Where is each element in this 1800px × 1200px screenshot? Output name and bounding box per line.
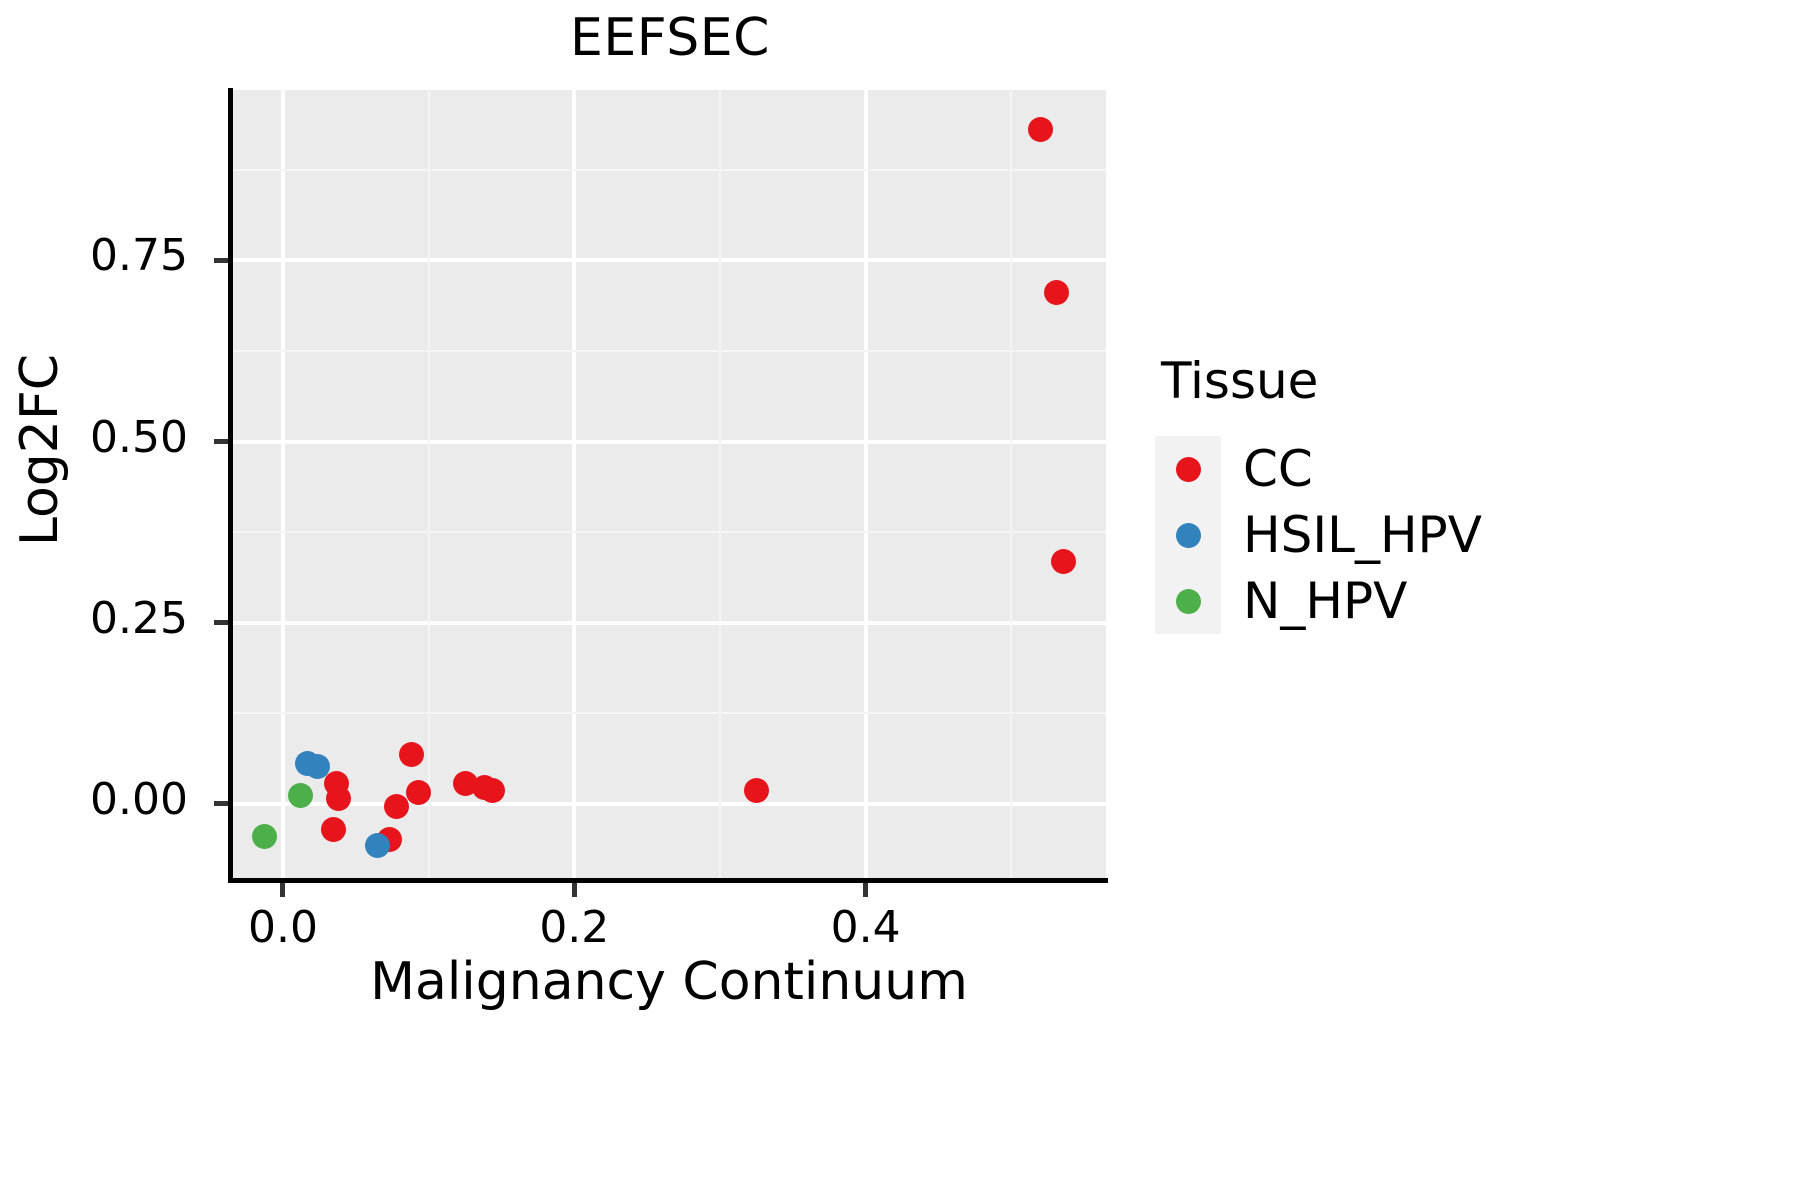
legend-key-swatch (1155, 502, 1221, 568)
gridline-h-minor (232, 349, 1106, 352)
legend-key-swatch (1155, 568, 1221, 634)
data-point-cc (1051, 548, 1077, 574)
data-point-cc (384, 793, 410, 819)
legend-label: CC (1243, 440, 1313, 498)
legend-entry-n_hpv[interactable]: N_HPV (1155, 568, 1585, 634)
data-point-hsil_hpv (305, 753, 331, 779)
y-axis-tick-label: 0.00 (90, 773, 188, 825)
legend-key-swatch (1155, 436, 1221, 502)
y-axis-tick (214, 257, 228, 263)
gridline-v-minor (427, 90, 430, 880)
legend-label: N_HPV (1243, 572, 1408, 630)
x-axis-tick (863, 883, 869, 897)
gridline-v-minor (1010, 90, 1013, 880)
y-axis-line (228, 88, 233, 882)
x-axis-tick-label: 0.0 (247, 902, 318, 953)
data-point-cc (1043, 280, 1069, 306)
gridline-v-major (280, 90, 285, 880)
legend-dot-icon (1175, 588, 1201, 614)
data-point-cc (1027, 117, 1053, 143)
legend: Tissue CC HSIL_HPV N_HPV (1155, 352, 1585, 634)
data-point-cc (325, 785, 351, 811)
legend-dot-icon (1175, 522, 1201, 548)
data-point-cc (405, 779, 431, 805)
legend-entry-hsil_hpv[interactable]: HSIL_HPV (1155, 502, 1585, 568)
x-axis-tick-label: 0.4 (830, 902, 901, 953)
gridline-h-minor (232, 168, 1106, 171)
y-axis-tick (214, 439, 228, 444)
data-point-hsil_hpv (365, 832, 391, 858)
x-axis-tick (571, 883, 577, 897)
x-axis-tick-label: 0.2 (539, 902, 610, 953)
x-axis-line (228, 878, 1108, 883)
gridline-v-major (863, 90, 868, 880)
data-point-cc (743, 778, 769, 804)
legend-title: Tissue (1161, 352, 1319, 410)
y-axis-tick (214, 801, 228, 807)
data-point-cc (480, 777, 506, 803)
legend-label: HSIL_HPV (1243, 506, 1482, 564)
legend-dot-icon (1175, 456, 1201, 482)
data-point-cc (398, 742, 424, 768)
gridline-h-major (232, 439, 1106, 444)
x-axis-title: Malignancy Continuum (370, 952, 968, 1012)
y-axis-tick-label: 0.75 (90, 230, 188, 282)
plot-panel (232, 90, 1106, 880)
gridline-v-major (572, 90, 577, 880)
y-axis-tick-label: 0.25 (90, 592, 188, 644)
data-point-n_hpv (251, 824, 277, 849)
x-axis-tick (280, 883, 286, 897)
legend-entry-cc[interactable]: CC (1155, 436, 1585, 502)
y-axis-title: Log2FC (10, 353, 70, 547)
gridline-h-minor (232, 531, 1106, 534)
gridline-h-major (232, 620, 1106, 625)
y-axis-tick-label: 0.50 (90, 411, 188, 463)
gridline-h-minor (232, 712, 1106, 715)
y-axis-tick (214, 620, 228, 626)
legend-entries: CC HSIL_HPV N_HPV (1155, 436, 1585, 634)
gridline-v-minor (718, 90, 721, 880)
gridline-h-major (232, 801, 1106, 806)
data-point-cc (321, 816, 347, 842)
gridline-h-major (232, 258, 1106, 263)
data-point-n_hpv (287, 782, 313, 808)
chart-title: EEFSEC (570, 8, 770, 68)
